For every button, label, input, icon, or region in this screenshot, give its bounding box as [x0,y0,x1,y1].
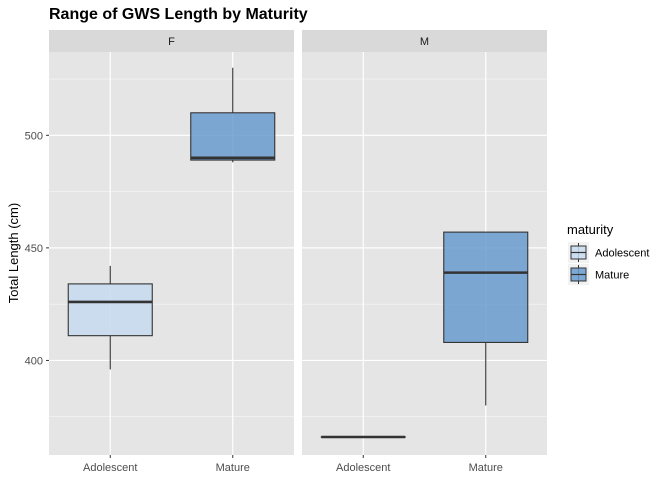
x-tick-label: Mature [469,462,503,474]
legend-key-mature: Mature [568,264,629,285]
y-tick-label: 400 [25,355,43,367]
legend: maturity Adolescent Mature [567,222,649,285]
chart-title: Range of GWS Length by Maturity [49,6,308,23]
facet-strip [49,30,294,52]
box-iqr [443,231,529,343]
box-iqr [190,112,276,161]
box-mature [190,67,276,163]
legend-label: Mature [595,270,629,282]
y-tick-label: 500 [25,130,43,142]
facet-strip-label: M [420,36,429,48]
legend-title: maturity [567,222,614,237]
facet-panels: F Adolescent Mature M Adolescent Mature [49,30,547,474]
y-tick-label: 450 [25,243,43,255]
facet-panel-M: M Adolescent Mature [302,30,547,474]
legend-key-adolescent: Adolescent [568,242,649,263]
facet-strip-label: F [168,36,175,48]
x-tick-label: Adolescent [83,462,137,474]
legend-label: Adolescent [595,248,649,260]
facet-strip [302,30,547,52]
box-iqr [67,283,153,337]
box-mature [443,231,529,406]
y-axis-title: Total Length (cm) [6,203,21,303]
x-tick-label: Mature [216,462,250,474]
facet-panel-F: F Adolescent Mature [49,30,294,474]
x-tick-label: Adolescent [336,462,390,474]
box-adolescent [67,265,153,370]
